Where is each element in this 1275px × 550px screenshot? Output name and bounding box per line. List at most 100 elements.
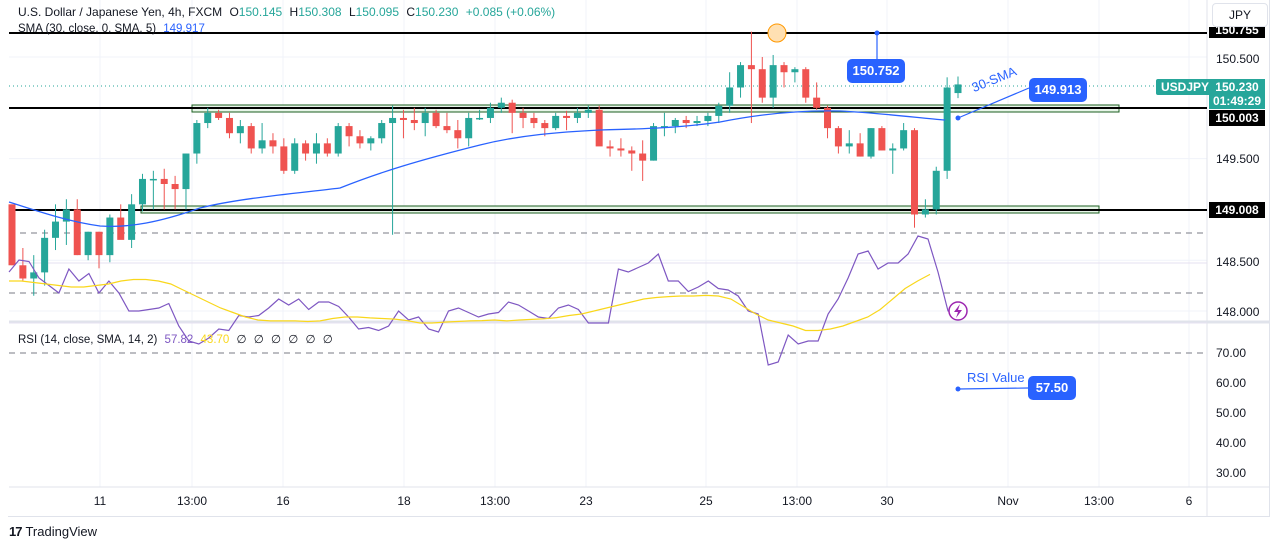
- rsi-tick: 50.00: [1216, 406, 1247, 420]
- symbol-title: U.S. Dollar / Japanese Yen, 4h, FXCM: [18, 5, 223, 19]
- candle-body: [465, 117, 473, 139]
- rsi-line: [8, 235, 959, 366]
- candle-body: [900, 130, 908, 149]
- candle-body: [291, 143, 299, 171]
- candle-body: [334, 126, 342, 154]
- candle-body: [378, 123, 386, 139]
- rsi-callout[interactable]: 57.50: [1028, 376, 1076, 400]
- candle-body: [954, 84, 962, 94]
- candle-body: [704, 115, 712, 122]
- lower-level-tag: 149.008: [1209, 202, 1265, 218]
- candle-body: [62, 209, 70, 222]
- candle-body: [312, 143, 320, 154]
- candle-body: [41, 237, 49, 273]
- rsi-tick: 30.00: [1216, 466, 1247, 480]
- candle-body: [628, 150, 636, 154]
- candle-body: [160, 178, 168, 184]
- candle-body: [117, 217, 125, 240]
- candle-body: [541, 123, 549, 129]
- symbol-legend: U.S. Dollar / Japanese Yen, 4h, FXCM O15…: [18, 5, 556, 19]
- candle-body: [780, 65, 788, 73]
- candle-body: [791, 69, 799, 73]
- price-tick: 150.500: [1216, 52, 1260, 66]
- candle-body: [204, 112, 212, 124]
- price-tick: 149.500: [1216, 152, 1260, 166]
- candle-body: [149, 178, 157, 181]
- candle-body: [443, 126, 451, 131]
- rsi-tick: 70.00: [1216, 346, 1247, 360]
- candle-body: [715, 105, 723, 116]
- time-label: 13:00: [479, 494, 511, 508]
- candle-body: [508, 102, 516, 113]
- candle-body: [345, 126, 353, 137]
- candle-body: [519, 112, 527, 118]
- time-label: 18: [397, 494, 411, 508]
- time-label: 6: [1185, 494, 1193, 508]
- candle-body: [128, 204, 136, 240]
- candle-body: [824, 107, 832, 129]
- time-label: 13:00: [176, 494, 208, 508]
- candle-body: [95, 231, 103, 256]
- currency-button[interactable]: JPY: [1212, 3, 1268, 27]
- rsi-empty-2: ∅: [253, 334, 264, 346]
- candle-body: [867, 128, 875, 157]
- resistance-price-tag: 150.755: [1209, 27, 1265, 38]
- sma-callout[interactable]: 149.913: [1029, 78, 1087, 102]
- time-label: 13:00: [781, 494, 813, 508]
- rsi-label: RSI (14, close, SMA, 14, 2): [18, 334, 158, 346]
- rsi-leader: [957, 387, 1029, 390]
- rsi-note: RSI Value: [967, 370, 1025, 385]
- candle-body: [8, 204, 16, 266]
- candle-body: [747, 65, 755, 70]
- candle-body: [367, 138, 375, 144]
- candle-body: [617, 148, 625, 151]
- time-label: 13:00: [1083, 494, 1115, 508]
- candle-body: [530, 117, 538, 124]
- rsi-empty-5: ∅: [305, 334, 316, 346]
- price-tick: 148.000: [1216, 305, 1260, 319]
- time-label: Nov: [997, 494, 1019, 508]
- sma-leader: [957, 87, 1030, 119]
- candle-body: [650, 126, 658, 161]
- candle-body: [421, 112, 429, 124]
- candle-body: [454, 130, 462, 139]
- candle-body: [943, 87, 951, 171]
- candle-body: [606, 146, 614, 149]
- rsi-legend[interactable]: RSI (14, close, SMA, 14, 2) 57.82 43.70 …: [18, 332, 337, 346]
- swing-high-callout[interactable]: 150.752: [847, 59, 905, 83]
- candle-body: [693, 121, 701, 124]
- rsi-empty-6: ∅: [322, 334, 333, 346]
- rsi-empty-4: ∅: [288, 334, 299, 346]
- sma-label: SMA (30, close, 0, SMA, 5): [18, 23, 157, 35]
- candle-body: [726, 87, 734, 106]
- high-value: 150.308: [298, 5, 342, 19]
- time-label: 11: [93, 494, 107, 508]
- candle-body: [323, 143, 331, 154]
- sma-legend[interactable]: SMA (30, close, 0, SMA, 5) 149.917: [18, 23, 209, 35]
- rsi-empty-3: ∅: [270, 334, 282, 346]
- candle-body: [889, 148, 897, 151]
- tradingview-logo[interactable]: 17 TradingView: [9, 524, 97, 539]
- candle-body: [432, 112, 440, 127]
- rsi-tick: 40.00: [1216, 436, 1247, 450]
- callout-anchor: [874, 30, 880, 36]
- candle-body: [552, 115, 560, 129]
- candle-body: [486, 107, 494, 118]
- time-label: 16: [276, 494, 290, 508]
- candle-body: [834, 128, 842, 147]
- candle-body: [660, 126, 668, 128]
- candle-body: [845, 143, 853, 147]
- candle-body: [878, 128, 886, 151]
- candle-body: [84, 231, 92, 256]
- candle-body: [193, 123, 201, 154]
- change-value: +0.085 (+0.06%): [465, 5, 556, 19]
- candle-body: [410, 119, 418, 124]
- candle-body: [737, 65, 745, 88]
- candle-body: [51, 221, 59, 238]
- candle-body: [813, 97, 821, 108]
- candle-body: [399, 117, 407, 120]
- symbol-tag: USDJPY: [1156, 79, 1215, 95]
- lightning-icon: [954, 304, 962, 318]
- candle-body: [215, 112, 223, 118]
